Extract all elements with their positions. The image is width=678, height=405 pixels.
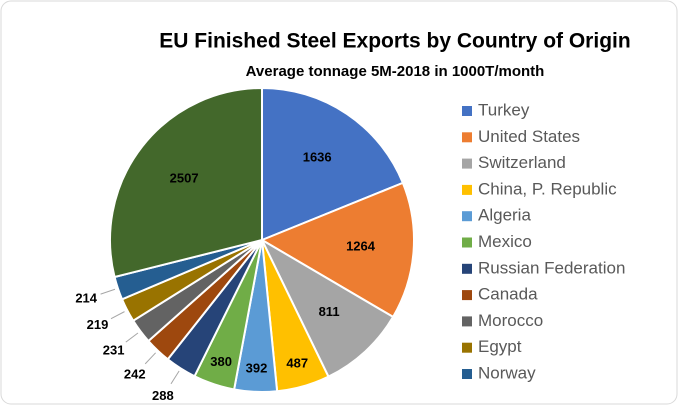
chart-title: EU Finished Steel Exports by Country of … [159,30,630,53]
leader-line [144,352,156,365]
legend-swatch [462,316,472,327]
data-label: 242 [124,366,146,381]
legend-label: Mexico [478,232,532,251]
leader-line [110,311,125,320]
data-label: 487 [286,356,308,371]
pie-slice [109,86,263,279]
legend-label: China, P. Republic [478,179,617,198]
legend-swatch [462,369,472,379]
leader-line [125,332,139,343]
data-label: 231 [103,343,125,358]
legend-label: Algeria [478,206,531,225]
data-label: 288 [152,388,174,403]
leader-line [100,288,116,295]
legend-swatch [462,158,472,169]
data-label: 811 [319,304,340,319]
legend-swatch [462,132,472,143]
data-label: 1636 [303,149,332,164]
pie-slice [261,86,405,242]
legend-swatch [462,184,472,195]
legend-label: United States [478,127,580,146]
data-label: 219 [87,317,109,332]
data-label: 2507 [170,171,199,186]
legend-label: Canada [478,285,538,304]
pie-slice [259,237,395,379]
legend-swatch [462,263,472,274]
legend-label: Russian Federation [478,258,625,277]
leader-line [170,370,180,385]
legend-swatch [462,342,472,353]
legend-swatch [462,106,472,116]
legend-label: Norway [478,363,536,382]
legend-swatch [462,237,472,248]
legend-swatch [462,211,472,222]
data-label: 380 [210,354,232,369]
data-label: 392 [246,361,268,376]
legend-label: Morocco [478,311,543,330]
data-label: 214 [75,290,97,305]
pie-slice [259,181,415,319]
legend-label: Turkey [478,100,530,119]
legend-label: Switzerland [478,153,566,172]
chart-subtitle: Average tonnage 5M-2018 in 1000T/month [246,63,545,80]
data-label: 1264 [346,239,376,254]
legend-swatch [462,290,472,301]
legend-label: Egypt [478,337,522,356]
